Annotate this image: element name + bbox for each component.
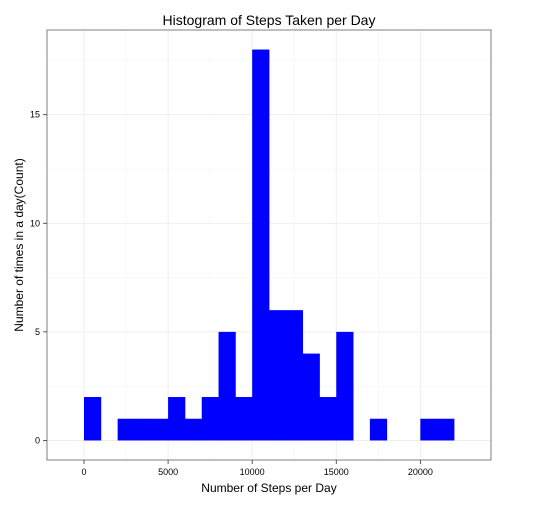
histogram-bar (134, 418, 152, 441)
x-tick-label: 5000 (158, 467, 178, 477)
histogram-bar (201, 397, 219, 441)
y-tick-label: 0 (35, 435, 40, 445)
histogram-bar (184, 418, 203, 441)
plot-panel (46, 29, 492, 461)
histogram-bar (269, 310, 287, 441)
x-tick-label: 15000 (324, 467, 349, 477)
histogram-bar (319, 397, 337, 441)
y-tick-label: 15 (30, 110, 40, 120)
y-tick-label: 5 (35, 327, 40, 337)
y-tick-label: 10 (30, 218, 40, 228)
histogram-bar (302, 353, 320, 441)
histogram-bar (285, 310, 304, 441)
x-tick-label: 20000 (408, 467, 433, 477)
histogram-bar (369, 418, 388, 441)
histogram-bar (151, 418, 169, 441)
histogram-bar (218, 331, 236, 441)
x-axis-label: Number of Steps per Day (201, 481, 336, 495)
histogram-bar (336, 331, 354, 441)
histogram-bar (252, 49, 270, 441)
x-axis: 0 5000 10000 15000 20000 (81, 460, 433, 477)
histogram-bar (235, 397, 253, 441)
x-tick-label: 10000 (240, 467, 265, 477)
histogram-bar (420, 418, 438, 441)
histogram-bar (168, 397, 186, 441)
x-tick-label: 0 (81, 467, 86, 477)
histogram-bar (437, 418, 455, 441)
histogram-bar (117, 418, 135, 441)
y-axis: 0 5 10 15 (30, 110, 47, 445)
histogram-bar (84, 397, 102, 441)
y-axis-label: Number of times in a day(Count) (12, 158, 26, 331)
chart-title: Histogram of Steps Taken per Day (163, 12, 376, 28)
histogram-bars (84, 49, 455, 441)
